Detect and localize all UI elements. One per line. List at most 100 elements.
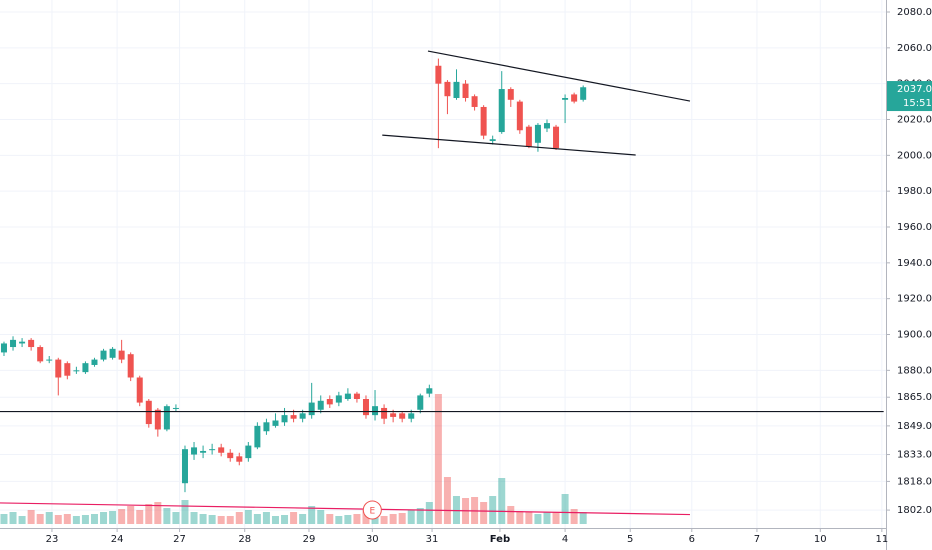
- candle-body: [37, 347, 44, 362]
- volume-bar: [9, 512, 17, 524]
- candle-body: [516, 101, 523, 131]
- volume-bar: [235, 512, 243, 524]
- x-tick-label: Feb: [490, 534, 510, 545]
- candle-body: [362, 399, 369, 416]
- candle-body: [381, 407, 388, 419]
- volume-bar: [480, 502, 488, 524]
- volume-bar: [27, 510, 35, 524]
- volume-bar: [561, 494, 569, 524]
- volume-bar: [244, 510, 252, 524]
- candle-body: [236, 456, 243, 462]
- candle-body: [82, 363, 89, 373]
- volume-bar: [199, 514, 207, 524]
- candle-body: [525, 126, 532, 147]
- y-tick-label: 1980.00: [897, 186, 932, 197]
- candle-body: [562, 98, 569, 100]
- candle-body: [209, 449, 216, 451]
- candle-body: [91, 359, 98, 365]
- y-tick-label: 1940.00: [897, 258, 932, 269]
- volume-bar: [434, 394, 442, 524]
- trendline: [0, 502, 690, 516]
- candle-body: [200, 450, 207, 453]
- volume-bar: [389, 514, 397, 524]
- volume-bar: [516, 511, 524, 524]
- x-tick-label: 7: [754, 534, 760, 545]
- candle-body: [489, 139, 496, 142]
- volume-bar: [217, 516, 225, 524]
- y-tick-label: 2080.00: [897, 7, 932, 18]
- candle-body: [181, 449, 188, 484]
- x-tick-label: 31: [426, 534, 439, 545]
- candle-body: [353, 393, 360, 400]
- volume-bar: [335, 516, 343, 524]
- volume-bar: [118, 509, 126, 524]
- candle-body: [426, 388, 433, 394]
- volume-bar: [299, 514, 307, 524]
- volume-bar: [344, 515, 352, 524]
- candle-body: [100, 350, 107, 360]
- candle-body: [571, 94, 578, 102]
- candle-body: [19, 341, 26, 344]
- candle-body: [191, 447, 198, 455]
- volume-bar: [507, 506, 515, 524]
- volume-bar: [552, 512, 560, 524]
- candle-body: [218, 447, 225, 453]
- candle-body: [553, 126, 560, 149]
- x-tick-label: 29: [303, 534, 316, 545]
- y-tick-label: 1920.00: [897, 294, 932, 305]
- volume-bar: [109, 511, 117, 524]
- x-tick-label: 10: [814, 534, 827, 545]
- y-tick-label: 1865.00: [897, 392, 932, 403]
- volume-bar: [534, 514, 542, 524]
- candle-body: [127, 354, 134, 378]
- volume-bar: [172, 512, 180, 524]
- candle-body: [172, 407, 179, 409]
- volume-bar: [36, 514, 44, 524]
- candle-body: [453, 81, 460, 99]
- volume-bar: [579, 512, 587, 524]
- candle-body: [290, 415, 297, 419]
- volume-bar: [425, 502, 433, 524]
- y-tick-label: 2020.00: [897, 115, 932, 126]
- candle-body: [390, 413, 397, 417]
- candle-body: [109, 348, 116, 358]
- volume-bar: [45, 512, 53, 524]
- x-tick-label: 6: [689, 534, 695, 545]
- volume-bar: [416, 508, 424, 524]
- candle-body: [372, 406, 379, 416]
- candle-body: [335, 395, 342, 403]
- volume-bar: [181, 500, 189, 524]
- candle-body: [281, 415, 288, 423]
- volume-bar: [398, 513, 406, 524]
- candle-body: [46, 359, 53, 361]
- volume-bar: [90, 514, 98, 524]
- candle-body: [344, 393, 351, 400]
- volume-bar: [380, 516, 388, 524]
- candle-body: [118, 350, 125, 360]
- candle-body: [580, 87, 587, 100]
- last-price-label: 2037.00: [897, 84, 932, 95]
- volume-bar: [208, 515, 216, 524]
- candle-body: [10, 339, 17, 348]
- candle-body: [435, 65, 442, 84]
- volume-bar: [317, 510, 325, 524]
- countdown-label: 15:51: [903, 98, 932, 109]
- y-tick-label: 1833.00: [897, 450, 932, 461]
- candle-body: [136, 377, 143, 403]
- candle-body: [498, 89, 505, 133]
- candle-body: [254, 425, 261, 448]
- candle-body: [507, 89, 514, 100]
- x-tick-label: 24: [111, 534, 124, 545]
- volume-bar: [100, 512, 108, 524]
- x-tick-label: 4: [562, 534, 568, 545]
- candle-body: [444, 81, 451, 97]
- candle-body: [326, 399, 333, 405]
- candle-body: [317, 400, 324, 410]
- volume-bar: [353, 514, 361, 524]
- candle-body: [408, 413, 415, 419]
- x-tick-label: 5: [627, 534, 633, 545]
- candle-body: [163, 406, 170, 430]
- event-label: E: [369, 507, 375, 517]
- candle-body: [534, 124, 541, 143]
- volume-bar: [271, 516, 279, 524]
